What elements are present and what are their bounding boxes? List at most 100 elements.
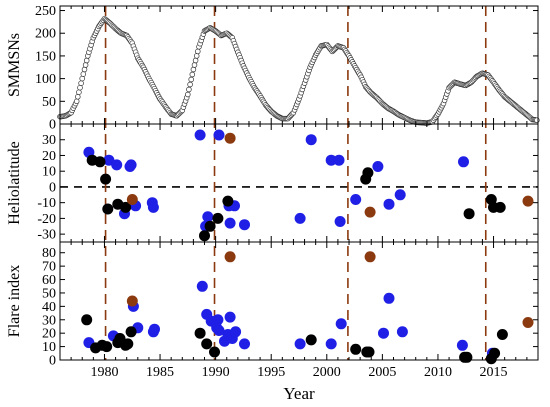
x-tick-label: 2010 [424, 365, 452, 380]
sunspot-ytick-label: 250 [35, 4, 56, 19]
heliolatitude-black-point [212, 212, 224, 224]
flare-index-ytick-label: 70 [42, 260, 56, 275]
heliolatitude-blue-point [305, 134, 317, 146]
flare-index-blue-point [325, 338, 337, 350]
flare-index-black-point [363, 346, 375, 358]
heliolatitude-brown-point [126, 194, 138, 205]
heliolatitude-black-point [199, 230, 210, 242]
flare-index-black-point [101, 341, 113, 353]
heliolatitude-ylabel: Heliolatitude [6, 141, 23, 225]
x-tick-label: 2005 [368, 365, 396, 380]
flare-index-black-point [81, 314, 93, 326]
sunspot-ytick-label: 200 [35, 27, 56, 42]
flare-index-blue-point [378, 327, 389, 339]
flare-index-brown-point [364, 251, 376, 263]
flare-index-black-point [489, 347, 501, 359]
sunspot-point [189, 71, 196, 78]
flare-index-blue-point [212, 314, 224, 326]
sunspot-point [190, 66, 197, 73]
heliolatitude-blue-point [111, 159, 123, 171]
heliolatitude-blue-point [194, 129, 206, 141]
heliolatitude-blue-point [213, 129, 225, 141]
sunspot-ylabel: SMMSNs [6, 33, 23, 97]
flare-index-brown-point [224, 251, 236, 263]
sunspot-ytick-label: 50 [42, 95, 56, 110]
sunspot-point [188, 76, 194, 83]
sunspot-point [73, 98, 80, 105]
flare-index-brown-point [126, 295, 138, 307]
heliolatitude-ytick-label: -20 [37, 212, 56, 227]
sunspot-point [185, 91, 191, 98]
heliolatitude-ytick-label: 0 [49, 180, 56, 195]
sunspot-point [75, 94, 81, 100]
heliolatitude-blue-point [372, 161, 384, 172]
sunspot-curve [59, 18, 539, 124]
flare-index-blue-point [335, 318, 347, 330]
x-tick-label: 2015 [480, 365, 508, 380]
heliolatitude-panel-frame [59, 123, 539, 243]
sunspot-ytick-label: 0 [49, 118, 56, 133]
heliolatitude-blue-point [239, 219, 250, 231]
heliolatitude-black-point [102, 203, 114, 215]
flare-index-panel-frame [59, 241, 539, 361]
sunspot-ytick-label: 100 [35, 72, 56, 87]
heliolatitude-blue-point [147, 201, 159, 213]
flare-index-ylabel: Flare index [6, 265, 23, 337]
sunspot-point [76, 89, 82, 95]
heliolatitude-blue-point [202, 211, 214, 223]
heliolatitude-brown-point [224, 132, 236, 144]
heliolatitude-black-point [204, 220, 216, 232]
x-tick-label: 1980 [90, 365, 118, 380]
flare-index-blue-point [149, 323, 160, 335]
heliolatitude-blue-point [334, 216, 346, 227]
flare-index-blue-point [230, 326, 242, 338]
heliolatitude-blue-point [125, 159, 137, 171]
flare-index-black-point [461, 351, 473, 363]
flare-index-blue-point [239, 338, 250, 350]
x-tick-label: 1995 [257, 365, 285, 380]
flare-index-black-point [201, 338, 213, 350]
sunspot-point [78, 80, 84, 86]
sunspot-point [191, 62, 198, 68]
flare-index-blue-point [383, 292, 395, 304]
sunspot-point [80, 71, 87, 77]
heliolatitude-blue-point [383, 198, 395, 210]
sunspot-point [186, 86, 192, 93]
heliolatitude-black-point [222, 195, 234, 207]
sunspot-point [81, 66, 88, 73]
flare-index-ytick-label: 0 [49, 354, 56, 369]
sunspot-point [77, 84, 83, 91]
sunspot-ytick-label: 150 [35, 49, 56, 64]
x-tick-label: 1985 [146, 365, 174, 380]
x-tick-label: 2000 [313, 365, 341, 380]
flare-index-ytick-label: 80 [42, 246, 56, 261]
x-tick-label: 1990 [202, 365, 230, 380]
heliolatitude-brown-point [364, 206, 376, 218]
heliolatitude-ytick-label: 20 [42, 149, 56, 164]
heliolatitude-ytick-label: 10 [42, 165, 56, 180]
heliolatitude-black-point [120, 201, 132, 213]
heliolatitude-black-point [100, 173, 112, 185]
x-axis-label: Year [283, 384, 315, 403]
flare-index-black-point [122, 338, 134, 350]
heliolatitude-blue-point [333, 154, 345, 166]
sunspot-point [534, 117, 540, 123]
flare-index-blue-point [213, 325, 225, 336]
heliolatitude-blue-point [325, 154, 337, 166]
heliolatitude-blue-point [224, 217, 236, 229]
sunspot-point [195, 48, 201, 55]
heliolatitude-ytick-label: -30 [37, 228, 56, 243]
flare-index-ytick-label: 40 [42, 300, 56, 315]
flare-index-blue-point [294, 338, 306, 350]
heliolatitude-brown-point [522, 195, 534, 207]
heliolatitude-ytick-label: 30 [42, 133, 56, 148]
flare-index-black-point [194, 327, 206, 339]
heliolatitude-ytick-label: -10 [37, 196, 56, 211]
heliolatitude-black-point [362, 167, 374, 179]
flare-index-black-point [305, 334, 317, 346]
sunspot-point [192, 57, 199, 64]
sunspot-point [79, 75, 85, 82]
sunspot-point [83, 57, 90, 64]
heliolatitude-black-point [94, 156, 106, 168]
